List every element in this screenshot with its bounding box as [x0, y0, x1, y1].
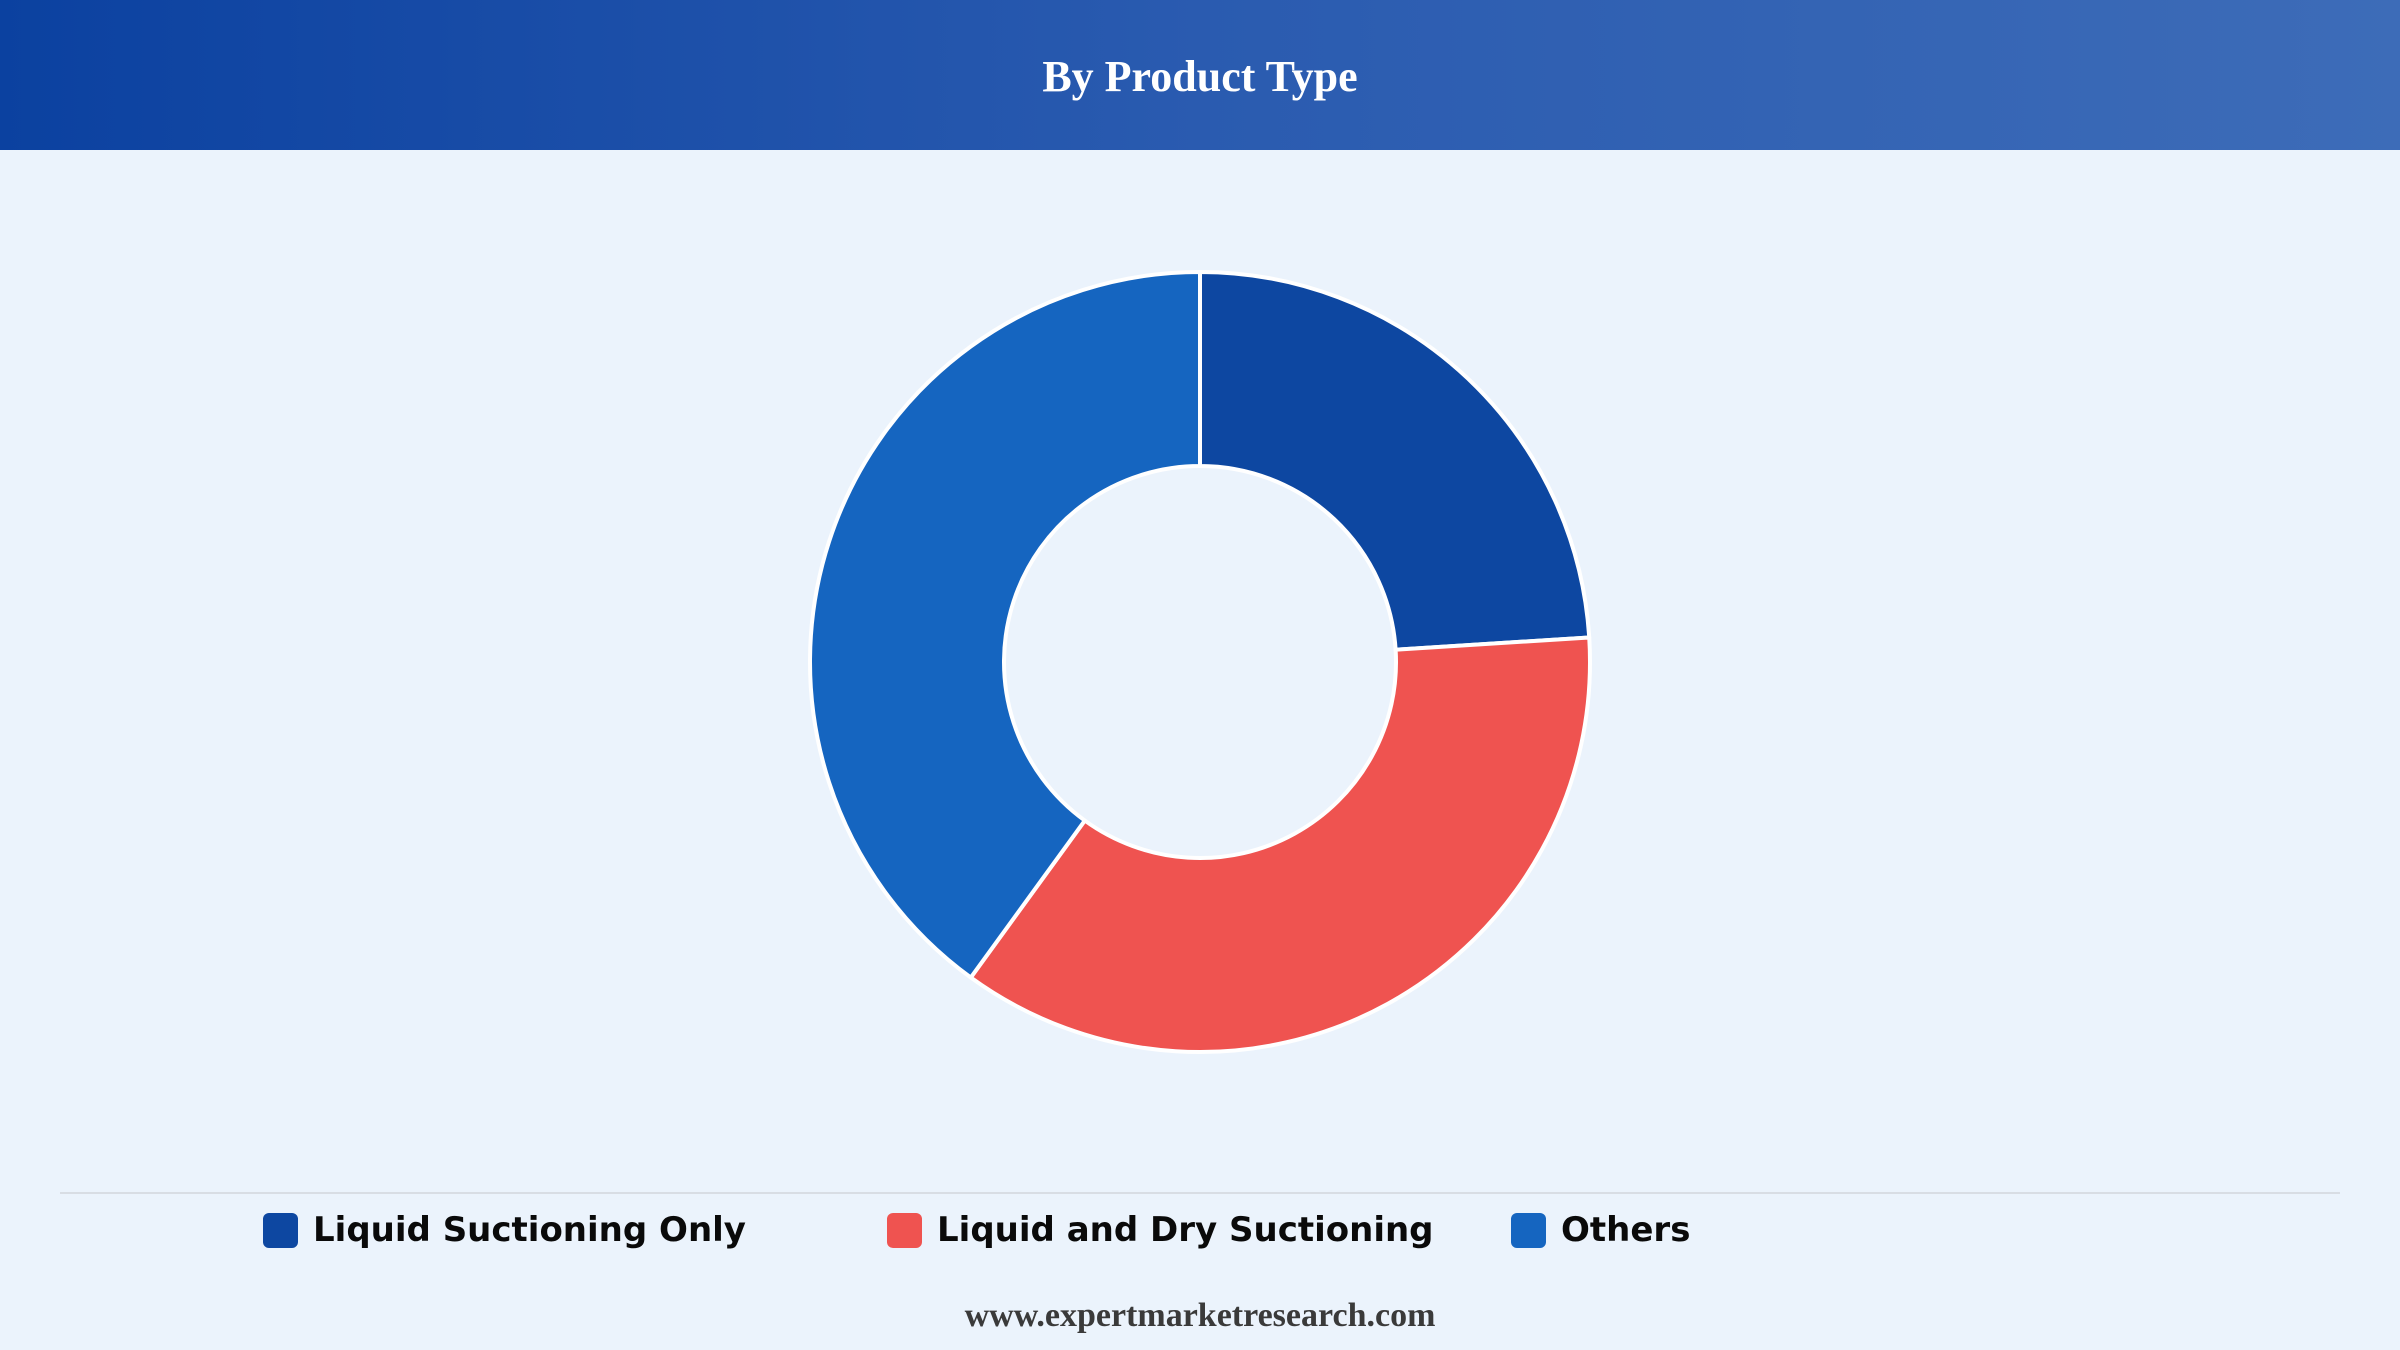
- legend-item-liquid-suctioning-only[interactable]: Liquid Suctioning Only: [263, 1205, 746, 1255]
- donut-slice-others[interactable]: [808, 270, 1202, 980]
- donut-chart: [808, 270, 1592, 1054]
- legend-label: Liquid Suctioning Only: [313, 1210, 746, 1250]
- legend-divider: [60, 1192, 2340, 1194]
- legend-swatch: [263, 1212, 298, 1248]
- donut-slice-liquid-and-dry-suctioning[interactable]: [968, 635, 1592, 1054]
- source-footer: www.expertmarketresearch.com: [964, 1297, 1436, 1334]
- chart-title: By Product Type: [1042, 51, 1358, 101]
- chart-area: [0, 150, 2400, 1190]
- legend-swatch: [887, 1212, 922, 1248]
- legend-item-liquid-and-dry-suctioning[interactable]: Liquid and Dry Suctioning: [887, 1205, 1434, 1255]
- legend-label: Others: [1561, 1210, 1691, 1250]
- legend: Liquid Suctioning Only Liquid and Dry Su…: [0, 1205, 2400, 1255]
- donut-slice-liquid-suctioning-only[interactable]: [1198, 270, 1592, 652]
- legend-swatch: [1511, 1212, 1546, 1248]
- legend-item-others[interactable]: Others: [1511, 1205, 1690, 1255]
- legend-label: Liquid and Dry Suctioning: [937, 1210, 1434, 1250]
- header-banner: By Product Type: [0, 0, 2400, 150]
